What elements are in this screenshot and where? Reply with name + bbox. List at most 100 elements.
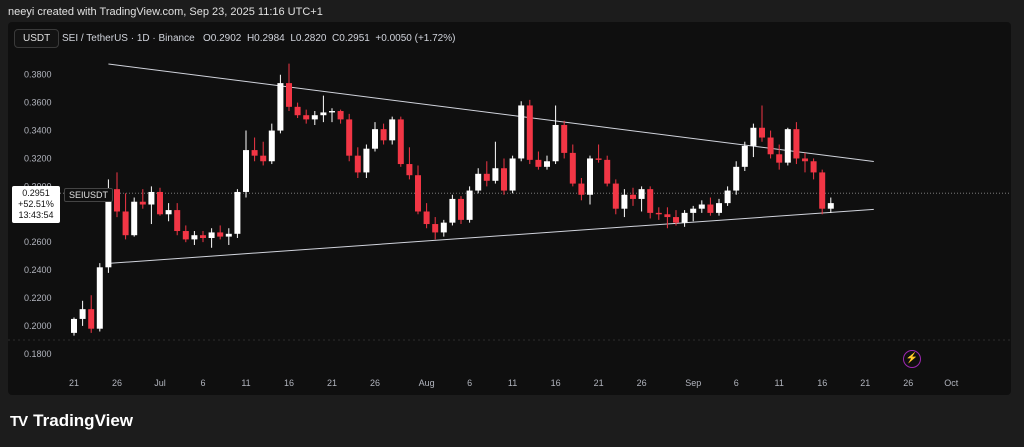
candle-body [406,164,413,176]
candle-body [698,204,705,209]
candle-body [268,130,275,162]
x-tick-label: 21 [327,378,337,388]
candle-body [294,106,301,116]
candle-body [707,204,714,213]
candle-body [148,191,155,205]
candle-body [415,175,421,212]
candle-body [320,112,327,116]
candle-body [492,168,499,181]
candle-body [114,189,120,212]
x-tick-label: 6 [200,378,205,388]
candle-body [286,83,292,107]
candle-body [733,166,740,191]
candle-body [552,124,559,162]
candle-body [225,233,232,237]
x-tick-label: 26 [903,378,913,388]
candle-body [681,212,688,223]
candle-body [458,198,464,220]
legend-low: L0.2820 [290,33,327,44]
candle-body [234,191,241,234]
candle-body [337,111,344,120]
candle-body [776,154,783,163]
candle-body [716,203,722,213]
candle-body [174,210,181,232]
x-tick-label: 16 [817,378,827,388]
legend-open: O0.2902 [203,33,242,44]
tradingview-logo-icon: TV [10,412,28,430]
candle-body [819,172,826,209]
candle-body [604,159,611,184]
y-tick-label: 0.2000 [24,321,52,331]
x-tick-label: 21 [69,378,79,388]
candle-body [569,152,576,184]
candle-body [793,129,800,159]
candle-body [784,129,791,163]
candle-countdown: 13:43:54 [18,210,54,220]
legend-symbol: SEI / TetherUS · 1D · Binance [62,33,195,44]
x-tick-label: 11 [241,378,250,388]
candle-body [578,183,585,195]
candlestick-chart[interactable]: 0.38000.36000.34000.32000.30000.28000.26… [8,22,1011,395]
trendline [108,208,874,264]
chart-panel[interactable]: 0.38000.36000.34000.32000.30000.28000.26… [8,22,1011,395]
candle-body [630,194,636,199]
candle-body [595,158,602,160]
candle-body [647,189,654,213]
candle-body [612,183,619,209]
candle-body [200,235,206,238]
x-tick-label: 16 [551,378,561,388]
last-price-percent: +52.51% [18,199,54,209]
candle-body [311,115,318,120]
symbol-tag: SEIUSDT [64,188,114,202]
x-tick-label: 11 [775,378,784,388]
x-tick-label: 11 [508,378,517,388]
candle-body [759,127,765,138]
x-tick-label: 6 [734,378,739,388]
y-tick-label: 0.3600 [24,98,52,108]
candle-body [509,158,516,191]
candle-body [303,115,310,120]
candle-body [217,232,224,237]
x-tick-label: Oct [944,378,959,388]
candle-body [346,119,353,156]
candle-body [587,158,593,195]
candle-body [122,211,129,236]
candle-body [131,201,138,236]
x-tick-label: Jul [154,378,166,388]
candle-body [397,119,404,165]
candle-body [664,214,671,218]
candle-body [440,222,447,233]
y-tick-label: 0.2600 [24,237,52,247]
candle-body [561,124,568,153]
x-tick-label: 6 [467,378,472,388]
y-tick-label: 0.2400 [24,265,52,275]
x-tick-label: Sep [685,378,701,388]
trendline [108,63,874,163]
candle-body [449,198,456,223]
candle-body [483,173,490,181]
candle-body [655,212,662,215]
currency-unit-button[interactable]: USDT [14,29,60,48]
candle-body [372,129,378,149]
candle-body [389,119,396,141]
x-tick-label: 21 [594,378,604,388]
candle-body [96,267,103,329]
legend-close: C0.2951 [332,33,370,44]
x-tick-label: 21 [860,378,870,388]
candle-body [673,217,679,223]
candle-body [724,190,731,204]
tradingview-brand: TV TradingView [10,411,133,431]
candle-body [767,137,774,155]
brand-name: TradingView [33,411,133,430]
ohlc-legend: SEI / TetherUS · 1D · Binance O0.2902 H0… [62,33,455,44]
candle-body [802,158,808,162]
candle-body [535,159,542,167]
y-tick-label: 0.2200 [24,293,52,303]
candle-body [208,232,215,238]
candle-body [423,211,430,225]
legend-high: H0.2984 [246,33,285,44]
lightning-icon[interactable]: ⚡ [903,350,921,368]
last-price-tag: 0.2951 +52.51% 13:43:54 [12,186,60,223]
candle-body [191,235,198,240]
attribution-text: neeyi created with TradingView.com, Sep … [8,6,323,18]
